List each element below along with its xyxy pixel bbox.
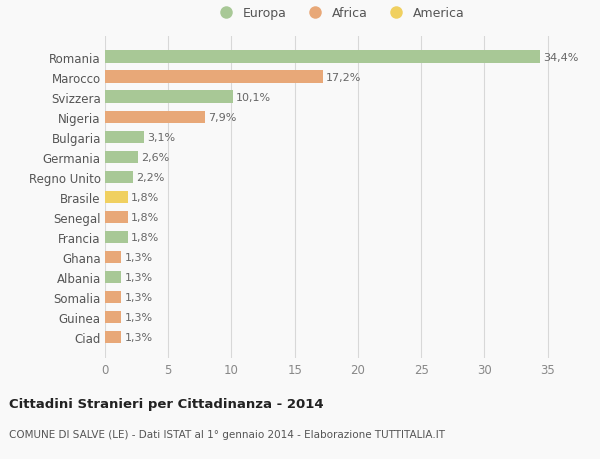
Legend: Europa, Africa, America: Europa, Africa, America [209, 4, 469, 24]
Bar [105, 111, 205, 123]
Text: 1,8%: 1,8% [131, 213, 159, 222]
Text: 2,6%: 2,6% [141, 152, 169, 162]
Text: 1,3%: 1,3% [125, 272, 153, 282]
Text: 1,8%: 1,8% [131, 192, 159, 202]
Bar [105, 131, 144, 144]
Text: 1,8%: 1,8% [131, 232, 159, 242]
Bar [105, 311, 121, 324]
Bar [105, 331, 121, 343]
Bar [105, 291, 121, 303]
Bar [105, 171, 133, 184]
Bar [105, 191, 128, 203]
Text: 17,2%: 17,2% [326, 73, 361, 83]
Bar [105, 51, 540, 64]
Text: 1,3%: 1,3% [125, 332, 153, 342]
Text: COMUNE DI SALVE (LE) - Dati ISTAT al 1° gennaio 2014 - Elaborazione TUTTITALIA.I: COMUNE DI SALVE (LE) - Dati ISTAT al 1° … [9, 429, 445, 439]
Bar [105, 211, 128, 224]
Text: 2,2%: 2,2% [136, 173, 164, 182]
Text: 1,3%: 1,3% [125, 292, 153, 302]
Text: 1,3%: 1,3% [125, 252, 153, 262]
Bar [105, 251, 121, 263]
Bar [105, 71, 323, 84]
Bar [105, 231, 128, 244]
Text: 34,4%: 34,4% [543, 52, 578, 62]
Bar [105, 151, 138, 163]
Bar [105, 91, 233, 104]
Text: 1,3%: 1,3% [125, 312, 153, 322]
Text: 7,9%: 7,9% [208, 112, 236, 123]
Bar [105, 271, 121, 284]
Text: Cittadini Stranieri per Cittadinanza - 2014: Cittadini Stranieri per Cittadinanza - 2… [9, 397, 323, 410]
Text: 3,1%: 3,1% [148, 133, 175, 142]
Text: 10,1%: 10,1% [236, 92, 271, 102]
